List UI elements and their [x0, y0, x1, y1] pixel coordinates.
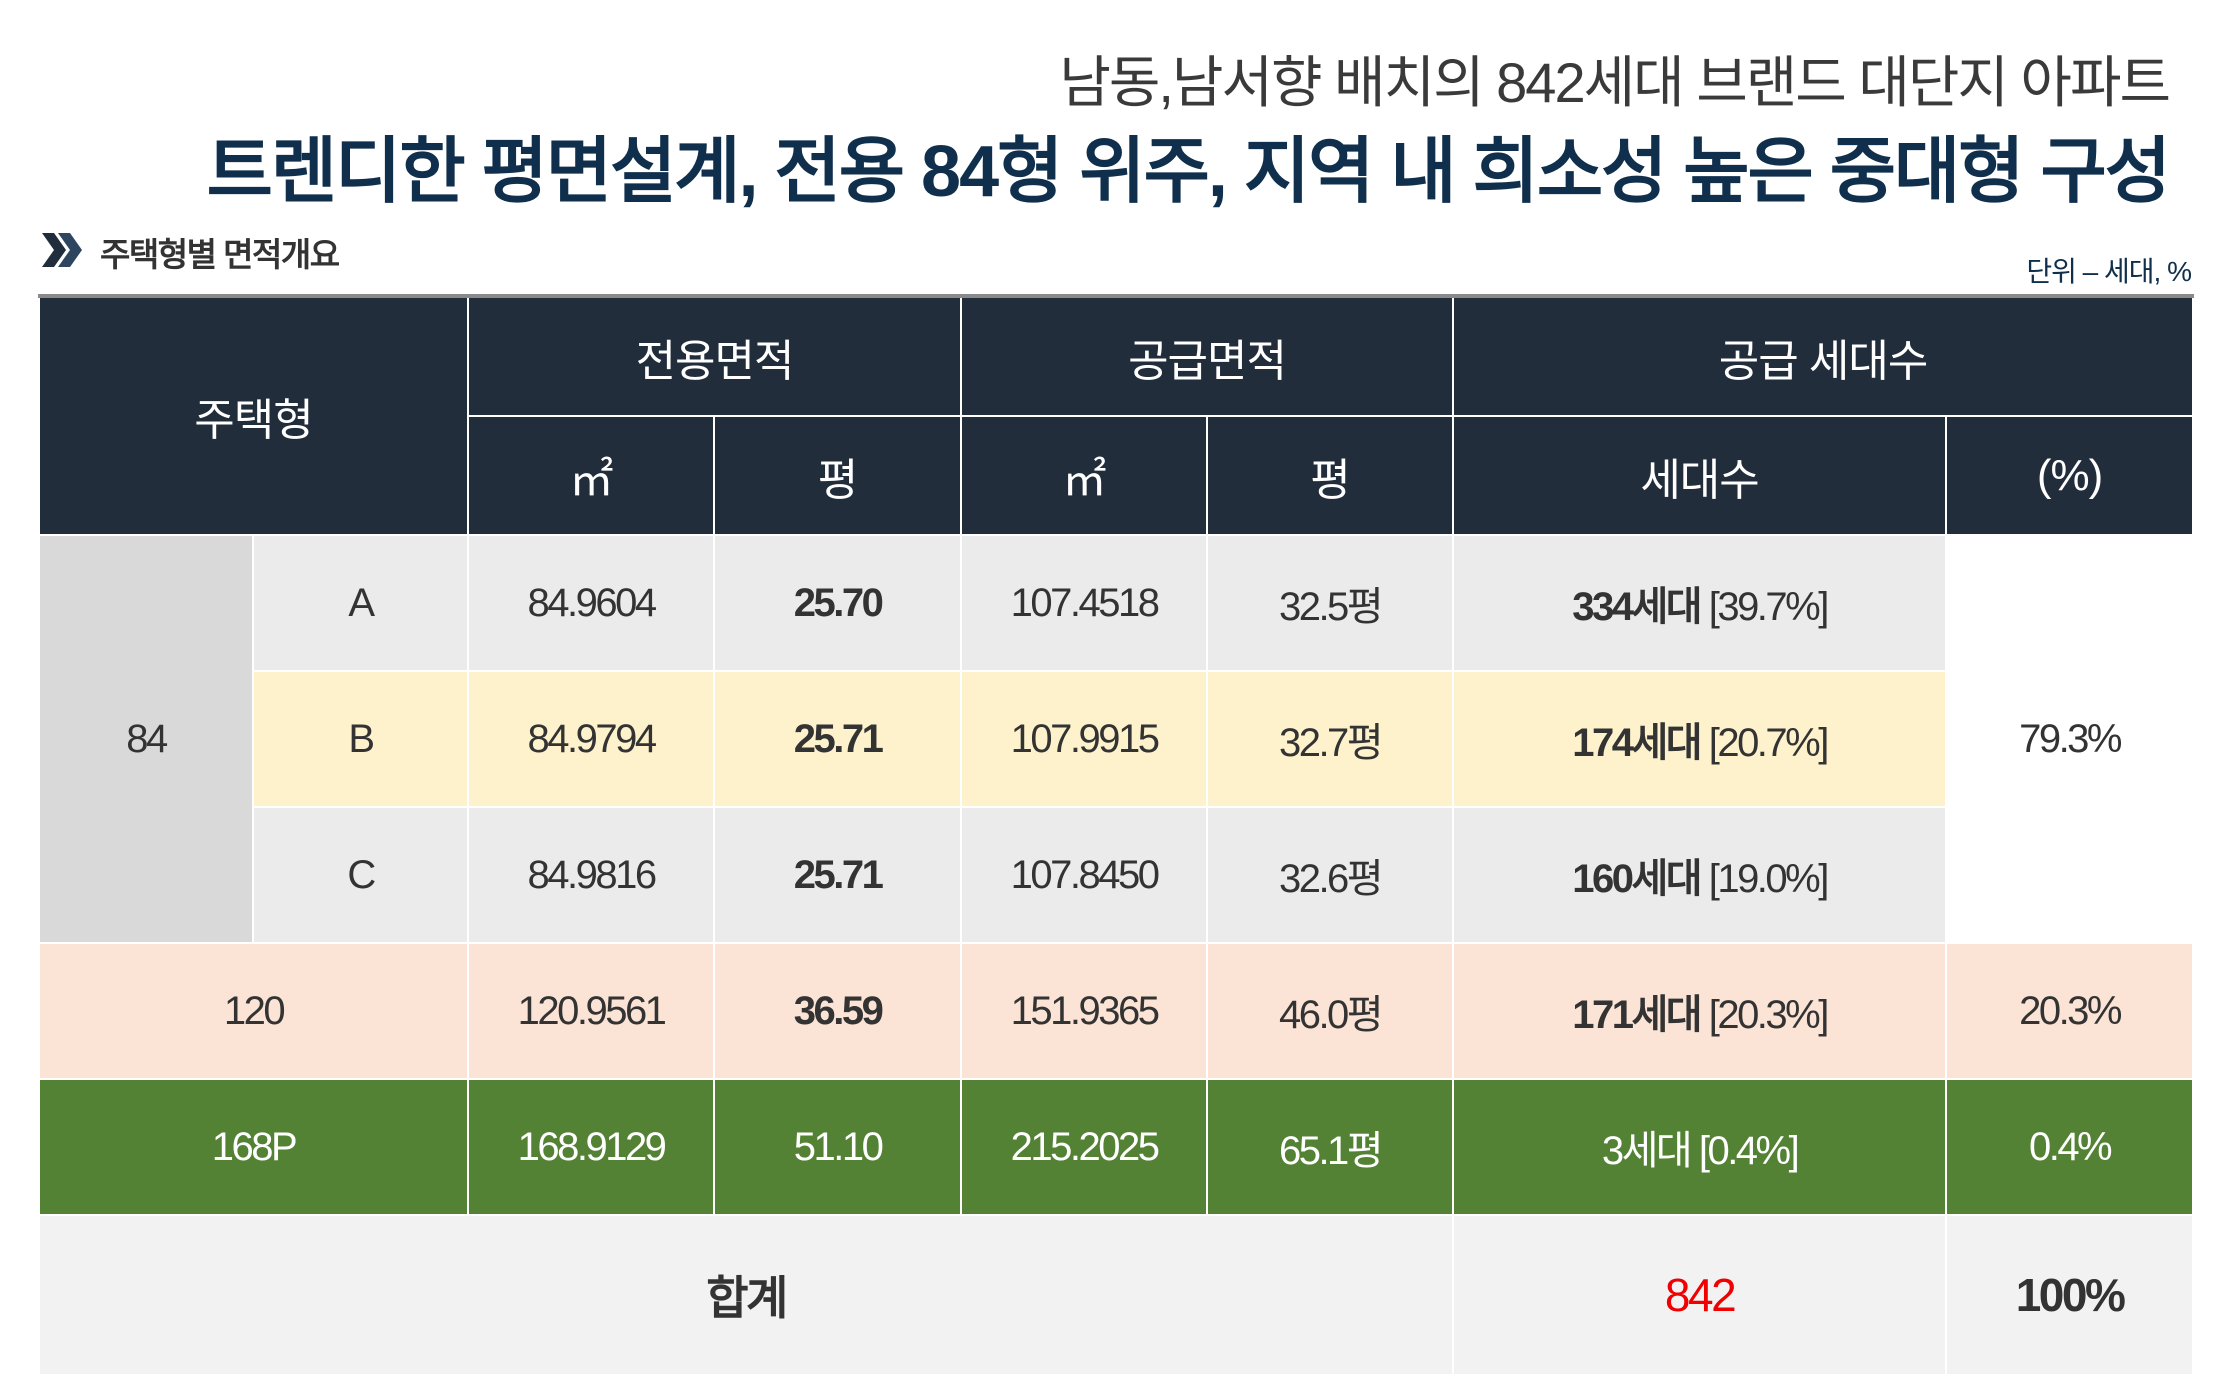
type-120: 120: [37, 942, 470, 1080]
ex-pyeong: 36.59: [713, 942, 963, 1080]
header-type: 주택형: [37, 295, 470, 536]
ex-pyeong: 25.70: [713, 534, 963, 672]
share: [20.3%]: [1708, 993, 1830, 1037]
sup-sqm: 107.8450: [960, 806, 1209, 944]
household-count: 160세대 [19.0%]: [1452, 806, 1948, 944]
subtype: A: [251, 534, 470, 672]
header-sup-pyeong: 평: [1206, 415, 1455, 536]
header-sup-sqm: ㎡: [960, 415, 1209, 536]
share: [0.4%]: [1698, 1129, 1800, 1173]
section-label: 주택형별 면적개요: [100, 236, 340, 273]
ex-pyeong: 25.71: [713, 670, 963, 808]
table-row: C 84.9816 25.71 107.8450 32.6평 160세대 [19…: [39, 806, 2193, 944]
household-count: 174세대 [20.7%]: [1452, 670, 1948, 808]
count: 160세대: [1572, 857, 1702, 901]
count: 334세대: [1572, 585, 1702, 629]
ex-sqm: 84.9604: [467, 534, 716, 672]
share: [39.7%]: [1708, 585, 1830, 629]
header-exclusive-area: 전용면적: [467, 295, 963, 417]
header-households: 공급 세대수: [1452, 295, 2195, 417]
subtype: C: [251, 806, 470, 944]
table-row: 84 A 84.9604 25.70 107.4518 32.5평 334세대 …: [38, 534, 2195, 944]
table-row: B 84.9794 25.71 107.9915 32.7평 174세대 [20…: [39, 670, 2193, 808]
total-percent: 100%: [1945, 1214, 2195, 1376]
total-count: 842: [1452, 1214, 1948, 1376]
subtitle: 남동,남서향 배치의 842세대 브랜드 대단지 아파트: [1059, 51, 2171, 114]
unit-label: 단위 – 세대, %: [2026, 256, 2192, 287]
sup-sqm: 215.2025: [960, 1078, 1209, 1216]
double-chevron-right-icon: [42, 232, 86, 272]
sup-pyeong: 32.5평: [1206, 534, 1455, 672]
sup-pyeong: 46.0평: [1206, 942, 1455, 1080]
sup-sqm: 107.4518: [960, 534, 1209, 672]
ex-pyeong: 25.71: [713, 806, 963, 944]
ex-sqm: 168.9129: [467, 1078, 716, 1216]
total-label: 합계: [37, 1214, 1455, 1376]
sup-pyeong: 32.7평: [1206, 670, 1455, 808]
header-count: 세대수: [1452, 415, 1948, 536]
section-heading: 주택형별 면적개요: [42, 228, 340, 276]
percent: 0.4%: [1945, 1078, 2195, 1216]
share: [19.0%]: [1708, 857, 1830, 901]
count: 174세대: [1572, 721, 1702, 765]
type-168p: 168P: [37, 1078, 470, 1216]
header-percent: (%): [1945, 415, 2195, 536]
header-supply-area: 공급면적: [960, 295, 1455, 417]
sup-sqm: 107.9915: [960, 670, 1209, 808]
percent-84: 79.3%: [1945, 534, 2195, 944]
table-row: 168P 168.9129 51.10 215.2025 65.1평 3세대 […: [37, 1078, 2195, 1216]
page-title: 트렌디한 평면설계, 전용 84형 위주, 지역 내 희소성 높은 중대형 구성: [206, 132, 2171, 212]
ex-sqm: 84.9794: [467, 670, 716, 808]
count: 171세대: [1572, 993, 1702, 1037]
subtype: B: [251, 670, 470, 808]
household-count: 3세대 [0.4%]: [1452, 1078, 1948, 1216]
sup-sqm: 151.9365: [960, 942, 1209, 1080]
header-ex-sqm: ㎡: [467, 415, 716, 536]
type-84: 84: [38, 534, 254, 944]
ex-pyeong: 51.10: [713, 1078, 963, 1216]
share: [20.7%]: [1708, 721, 1830, 765]
count: 3세대: [1601, 1129, 1693, 1173]
total-row: 합계 842 100%: [37, 1214, 2195, 1376]
table-row: 120 120.9561 36.59 151.9365 46.0평 171세대 …: [37, 942, 2195, 1080]
household-count: 171세대 [20.3%]: [1452, 942, 1948, 1080]
percent: 20.3%: [1945, 942, 2195, 1080]
sup-pyeong: 32.6평: [1206, 806, 1455, 944]
header-ex-pyeong: 평: [713, 415, 963, 536]
ex-sqm: 120.9561: [467, 942, 716, 1080]
unit-area-table: 주택형 전용면적 공급면적 공급 세대수 ㎡ 평 ㎡ 평 세대수 (%) 84 …: [37, 294, 2195, 1376]
ex-sqm: 84.9816: [467, 806, 716, 944]
household-count: 334세대 [39.7%]: [1452, 534, 1948, 672]
sup-pyeong: 65.1평: [1206, 1078, 1455, 1216]
